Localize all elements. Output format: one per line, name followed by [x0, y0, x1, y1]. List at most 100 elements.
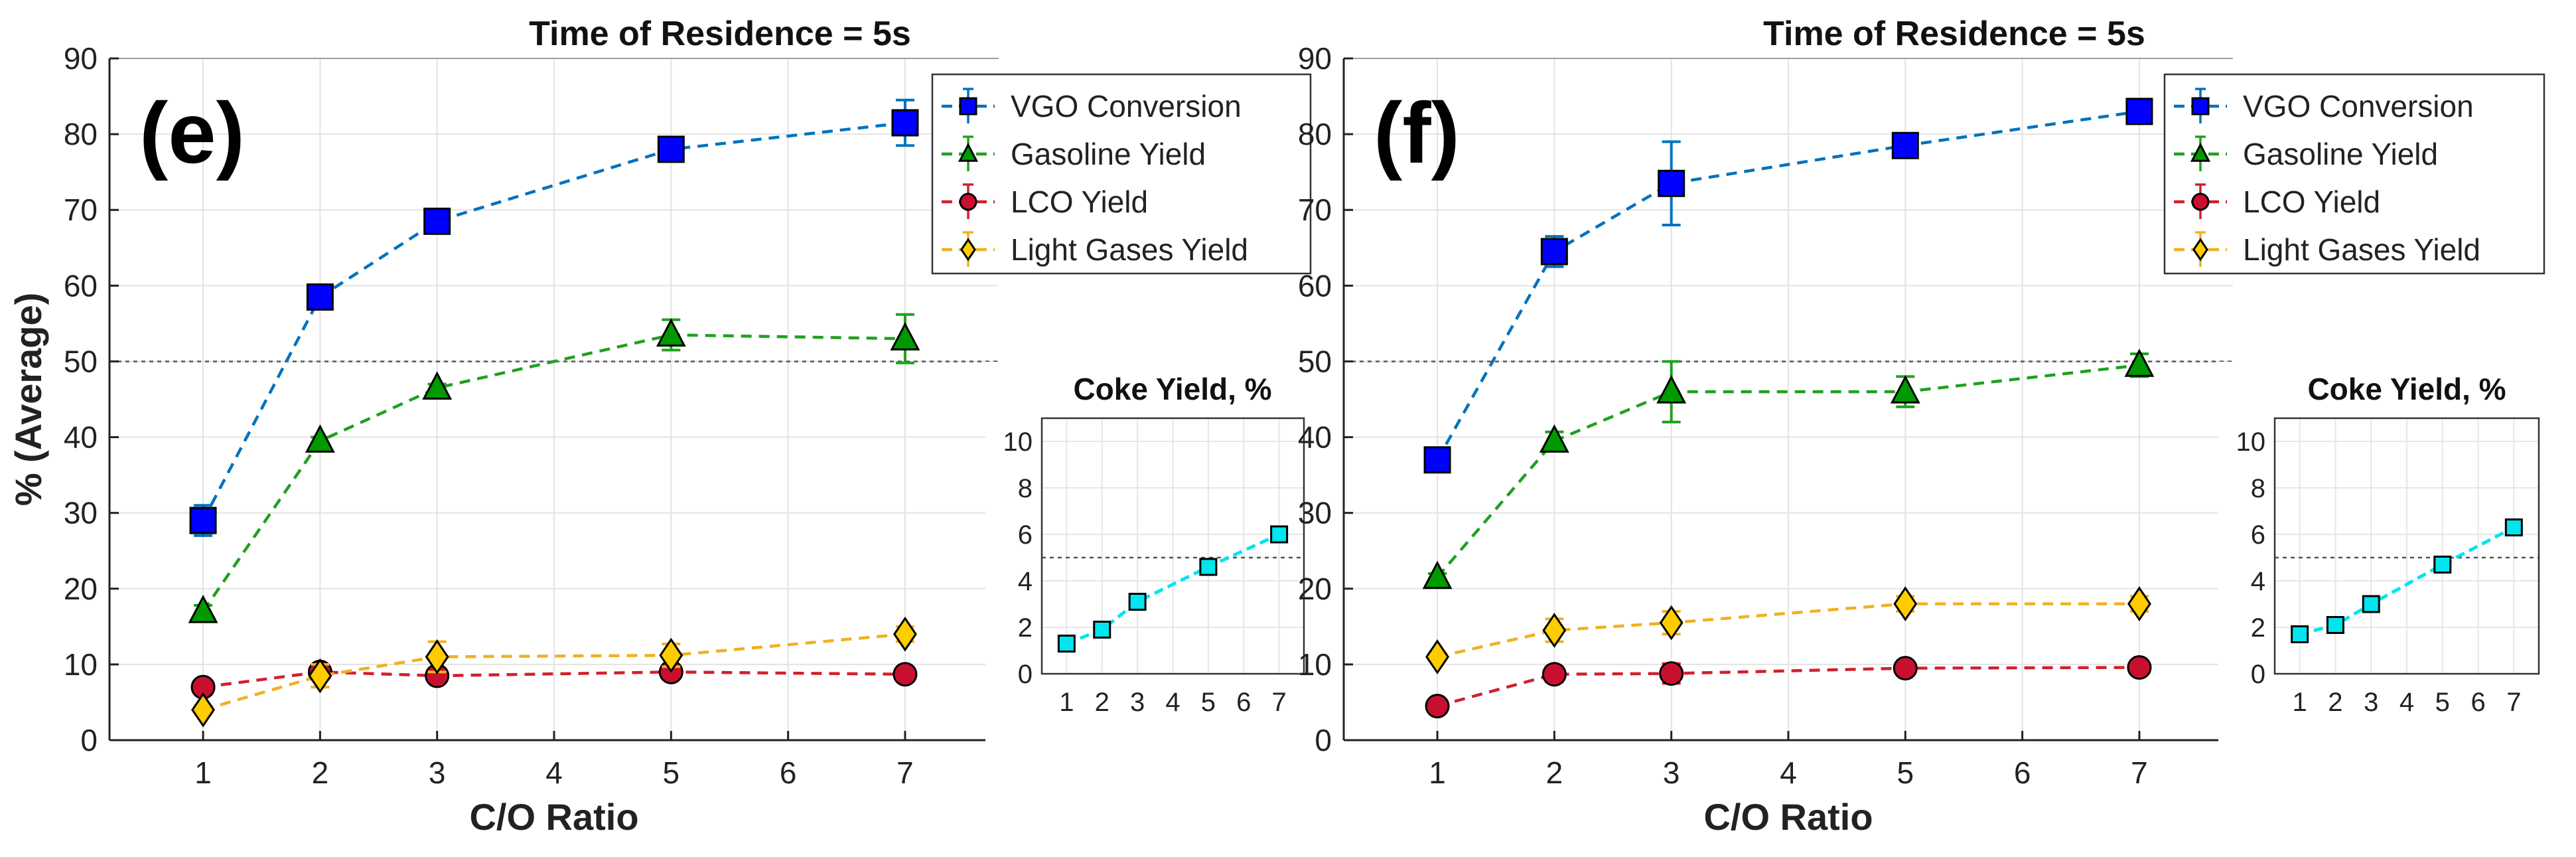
x-tick-label: 1	[194, 755, 212, 790]
legend-label: VGO Conversion	[1011, 89, 1242, 123]
data-point	[1890, 375, 1920, 404]
x-tick-label: 4	[545, 755, 563, 790]
series-light-gases-yield	[191, 616, 917, 728]
y-tick-label: 90	[64, 41, 98, 76]
series-gasoline-yield	[188, 313, 920, 623]
data-point	[1423, 446, 1451, 474]
inset-data-point	[1199, 558, 1218, 576]
data-point	[893, 662, 918, 687]
inset-data-point	[1128, 593, 1147, 611]
inset-data-point	[1270, 525, 1289, 544]
x-tick-label: 4	[1780, 755, 1797, 790]
inset-x-tick-label: 2	[1095, 688, 1109, 717]
y-tick-label: 50	[64, 344, 98, 378]
inset-y-tick-label: 4	[1018, 567, 1033, 596]
data-point	[1540, 238, 1568, 266]
y-tick-label: 80	[64, 117, 98, 151]
series-light-gases-yield	[1425, 586, 2151, 674]
legend-marker	[2191, 193, 2210, 211]
legend-marker	[959, 97, 977, 116]
panel-label: (f)	[1374, 84, 1460, 181]
inset-y-tick-label: 10	[2236, 428, 2266, 457]
y-tick-label: 10	[64, 647, 98, 682]
series-vgo-conversion	[189, 98, 919, 537]
legend-item-gasoline-yield: Gasoline Yield	[2174, 135, 2438, 171]
inset-x-tick-label: 5	[2435, 688, 2450, 717]
inset-frame	[1040, 417, 1305, 675]
inset-y-tick-label: 10	[1003, 428, 1033, 457]
inset-x-tick-label: 7	[2506, 688, 2521, 717]
data-point	[189, 506, 217, 534]
inset-y-tick-label: 6	[2251, 520, 2265, 550]
y-tick-label: 70	[1298, 193, 1332, 227]
inset-frame	[2273, 417, 2540, 675]
data-point	[1893, 656, 1918, 681]
x-tick-label: 5	[1897, 755, 1914, 790]
legend-item-lco-yield: LCO Yield	[2174, 183, 2380, 219]
x-tick-label: 3	[429, 755, 446, 790]
series-line	[202, 121, 906, 522]
data-point	[1891, 131, 1919, 159]
inset-y-tick-label: 2	[1018, 613, 1033, 643]
y-tick-label: 0	[1315, 723, 1332, 757]
legend-label: VGO Conversion	[2243, 89, 2474, 123]
legend-marker	[959, 193, 977, 211]
inset-x-tick-label: 3	[1130, 688, 1145, 717]
inset-x-tick-label: 4	[1165, 688, 1180, 717]
y-tick-label: 10	[1298, 647, 1332, 682]
data-point	[423, 207, 451, 235]
y-tick-label: 60	[1298, 268, 1332, 303]
data-point	[2127, 655, 2152, 680]
inset-x-tick-label: 1	[1059, 688, 1074, 717]
data-point	[1659, 605, 1683, 641]
inset-y-tick-label: 0	[1018, 660, 1033, 689]
data-point	[1541, 662, 1567, 687]
data-point	[656, 318, 686, 347]
legend-label: LCO Yield	[2243, 185, 2380, 219]
inset-title: Coke Yield, %	[1073, 372, 1271, 406]
inset-data-point	[1057, 635, 1076, 653]
inset-y-tick-label: 8	[2251, 474, 2265, 503]
x-tick-label: 1	[1429, 755, 1446, 790]
inset-x-tick-label: 5	[1201, 688, 1216, 717]
legend-marker	[2191, 97, 2210, 116]
data-point	[891, 109, 919, 137]
inset-data-point	[2362, 595, 2380, 613]
data-point	[422, 371, 453, 400]
series-gasoline-yield	[1422, 349, 2155, 589]
data-point	[1542, 613, 1567, 648]
inset-x-tick-label: 6	[2470, 688, 2485, 717]
inset-x-tick-label: 7	[1272, 688, 1287, 717]
y-tick-label: 90	[1298, 41, 1332, 76]
inset-data-point	[1093, 621, 1111, 639]
x-tick-label: 7	[2131, 755, 2148, 790]
x-tick-label: 3	[1663, 755, 1680, 790]
inset-x-tick-label: 1	[2293, 688, 2307, 717]
y-tick-label: 60	[64, 268, 98, 303]
legend-item-vgo-conversion: VGO Conversion	[2174, 88, 2474, 123]
inset-y-tick-label: 4	[2251, 567, 2265, 596]
legend-box	[931, 73, 1312, 275]
series-vgo-conversion	[1423, 98, 2153, 474]
legend-item-vgo-conversion: VGO Conversion	[942, 88, 1242, 123]
x-tick-label: 7	[896, 755, 914, 790]
data-point	[2125, 98, 2153, 125]
legend-marker	[2192, 238, 2209, 262]
legend-item-light-gases-yield: Light Gases Yield	[942, 231, 1248, 267]
chart-title: Time of Residence = 5s	[1763, 15, 2145, 53]
data-point	[1656, 375, 1687, 404]
inset-data-point	[2433, 556, 2452, 574]
legend-item-gasoline-yield: Gasoline Yield	[942, 135, 1206, 171]
legend-marker	[958, 142, 979, 162]
data-point	[893, 616, 917, 652]
x-tick-label: 2	[312, 755, 329, 790]
y-tick-label: 80	[1298, 117, 1332, 151]
data-point	[1893, 586, 1918, 622]
x-tick-label: 5	[663, 755, 680, 790]
inset-x-tick-label: 4	[2399, 688, 2414, 717]
data-point	[657, 135, 685, 163]
data-point	[308, 658, 332, 694]
inset-y-tick-label: 8	[1018, 474, 1033, 503]
